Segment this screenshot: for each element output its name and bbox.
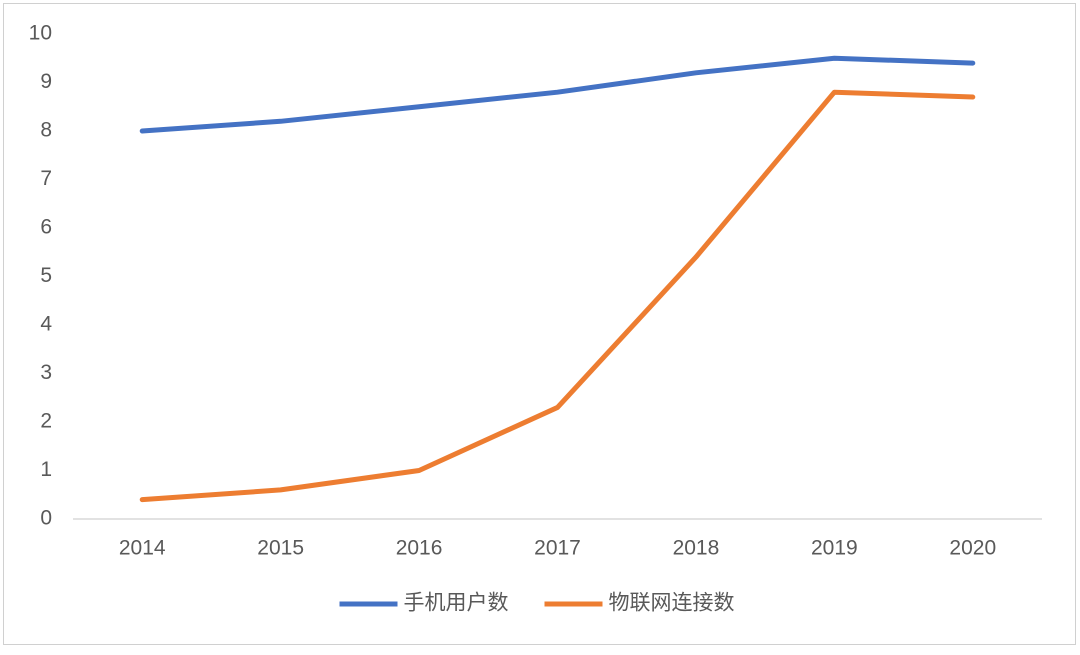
- x-tick-label: 2020: [949, 537, 996, 560]
- series-line: [139, 55, 976, 134]
- x-tick-label: 2017: [534, 537, 581, 560]
- x-tick-label: 2019: [811, 537, 858, 560]
- y-tick-label: 2: [40, 410, 52, 433]
- y-tick-label: 6: [40, 216, 52, 239]
- chart-border: [3, 3, 1076, 645]
- y-tick-label: 5: [40, 264, 52, 287]
- series-line: [139, 89, 976, 503]
- x-tick-label: 2016: [396, 537, 443, 560]
- y-tick-label: 4: [40, 313, 52, 336]
- y-tick-label: 1: [40, 458, 52, 481]
- y-tick-label: 10: [29, 22, 52, 45]
- x-tick-label: 2014: [119, 537, 166, 560]
- x-tick-label: 2018: [673, 537, 720, 560]
- y-tick-label: 3: [40, 361, 52, 384]
- y-tick-label: 7: [40, 167, 52, 190]
- y-tick-label: 0: [40, 507, 52, 530]
- x-tick-label: 2015: [257, 537, 304, 560]
- y-tick-label: 8: [40, 119, 52, 142]
- y-tick-label: 9: [40, 70, 52, 93]
- legend-label: 物联网连接数: [609, 592, 735, 615]
- legend-label: 手机用户数: [404, 592, 509, 615]
